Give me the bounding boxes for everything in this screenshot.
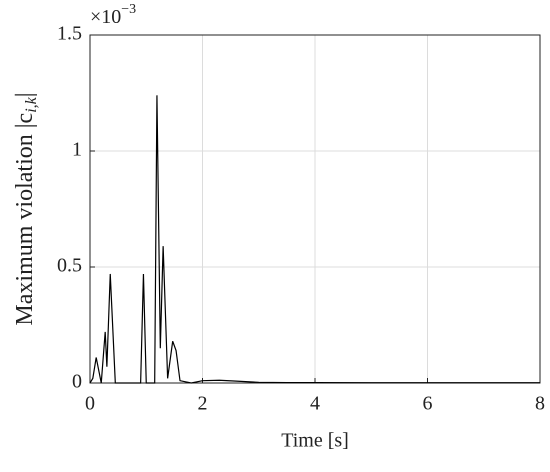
- y-label-subscript: i,k: [23, 96, 40, 112]
- y-label-end: |: [12, 92, 38, 97]
- x-tick-label: 4: [310, 393, 320, 415]
- x-tick-label: 6: [423, 393, 433, 415]
- y-tick-label: 0.5: [57, 255, 82, 277]
- multiplier: ×10−3: [90, 2, 136, 27]
- y-label-text: Maximum violation |c: [12, 113, 38, 326]
- x-tick-label: 0: [85, 393, 95, 415]
- x-axis-label: Time [s]: [281, 430, 349, 452]
- y-tick-label: 1.5: [57, 23, 82, 45]
- x-tick-label: 2: [198, 393, 208, 415]
- y-axis-label: Maximum violation |ci,k|: [12, 92, 40, 325]
- y-tick-label: 1: [72, 139, 82, 161]
- y-tick-label: 0: [72, 371, 82, 393]
- multiplier-exponent: −3: [121, 2, 136, 17]
- multiplier-base: ×10: [90, 6, 121, 28]
- data-line: [89, 95, 540, 384]
- x-tick-label: 8: [535, 393, 545, 415]
